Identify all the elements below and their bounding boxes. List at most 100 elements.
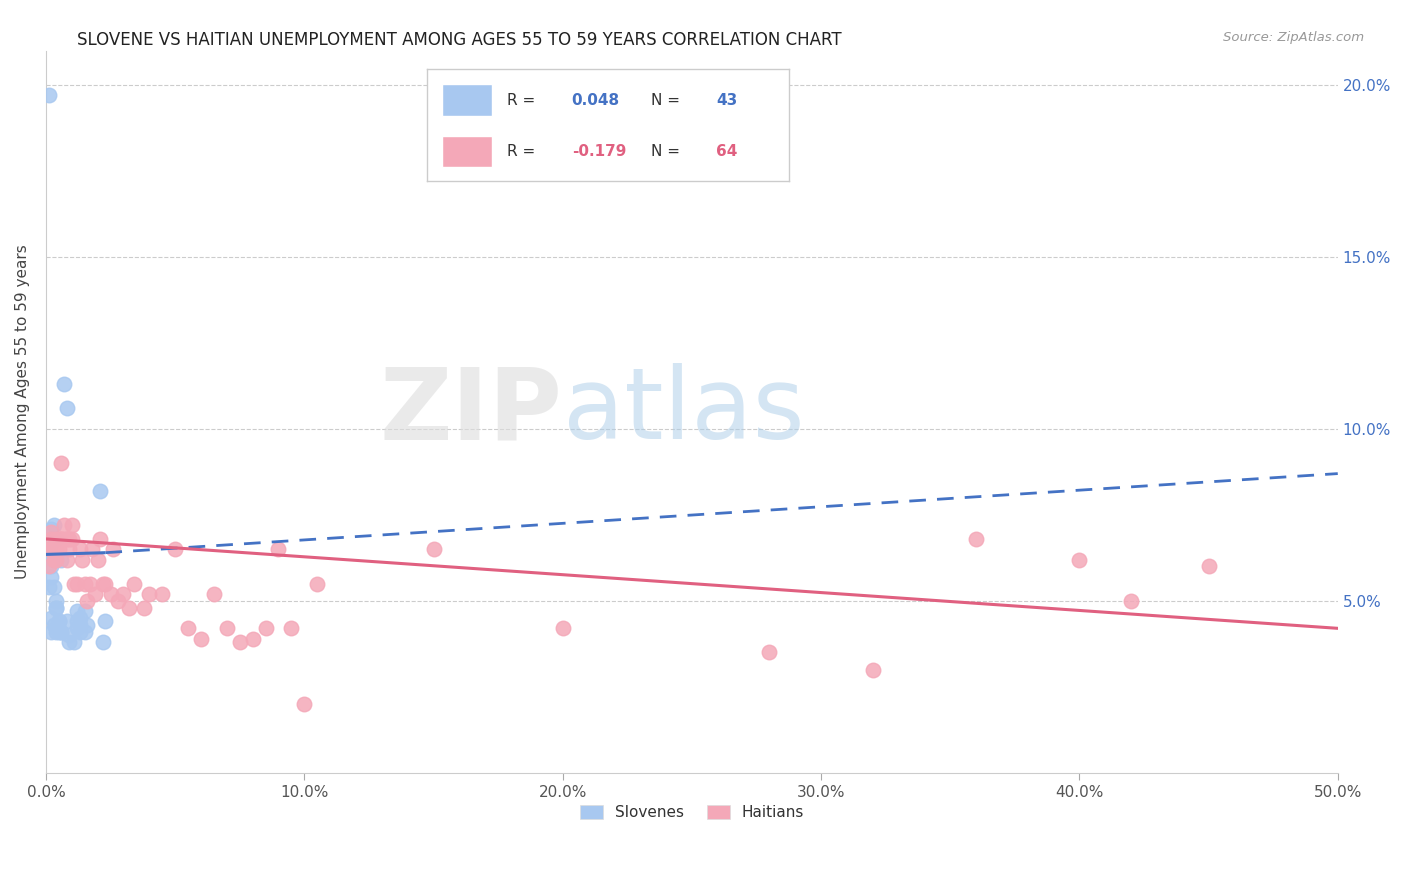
Point xyxy=(1119,594,1142,608)
Point xyxy=(94,615,117,629)
Point xyxy=(91,576,114,591)
Point xyxy=(38,542,60,557)
Point xyxy=(39,624,62,639)
Point xyxy=(45,621,67,635)
Point xyxy=(51,532,73,546)
Point xyxy=(53,518,76,533)
Point xyxy=(69,624,91,639)
Point xyxy=(422,542,444,557)
Point xyxy=(862,663,884,677)
Point xyxy=(82,542,104,557)
Point xyxy=(45,600,67,615)
Point xyxy=(45,532,67,546)
Point xyxy=(66,621,89,635)
Point xyxy=(73,576,96,591)
Point xyxy=(73,624,96,639)
Point xyxy=(58,532,80,546)
Point xyxy=(38,88,60,103)
Point xyxy=(965,532,987,546)
Point xyxy=(51,552,73,566)
Point xyxy=(107,594,129,608)
Point xyxy=(1198,559,1220,574)
Point xyxy=(58,542,80,557)
Point xyxy=(42,552,65,566)
Point xyxy=(39,559,62,574)
Point xyxy=(39,611,62,625)
Point xyxy=(38,580,60,594)
Point xyxy=(55,401,77,416)
Point xyxy=(39,542,62,557)
Point xyxy=(55,615,77,629)
Text: Source: ZipAtlas.com: Source: ZipAtlas.com xyxy=(1223,31,1364,45)
Point xyxy=(76,594,98,608)
Point xyxy=(138,587,160,601)
Point xyxy=(48,542,70,557)
Point xyxy=(38,549,60,563)
Point xyxy=(202,587,225,601)
Point xyxy=(79,576,101,591)
Point xyxy=(69,611,91,625)
Point xyxy=(165,542,187,557)
Point xyxy=(48,624,70,639)
Point xyxy=(215,621,238,635)
Point xyxy=(117,600,139,615)
Point xyxy=(66,576,89,591)
Point xyxy=(60,518,83,533)
Point xyxy=(122,576,145,591)
Point xyxy=(758,645,780,659)
Point xyxy=(307,576,329,591)
Point xyxy=(91,635,114,649)
Point xyxy=(190,632,212,646)
Point xyxy=(229,635,252,649)
Text: ZIP: ZIP xyxy=(380,363,562,460)
Point xyxy=(45,552,67,566)
Point xyxy=(73,604,96,618)
Point xyxy=(42,542,65,557)
Point xyxy=(42,518,65,533)
Point xyxy=(70,552,93,566)
Point xyxy=(51,624,73,639)
Point xyxy=(53,532,76,546)
Point xyxy=(100,587,122,601)
Point xyxy=(76,618,98,632)
Legend: Slovenes, Haitians: Slovenes, Haitians xyxy=(574,799,810,827)
Point xyxy=(69,542,91,557)
Point xyxy=(66,615,89,629)
Point xyxy=(551,621,574,635)
Point xyxy=(55,532,77,546)
Point xyxy=(134,600,156,615)
Point xyxy=(177,621,200,635)
Point xyxy=(45,594,67,608)
Point xyxy=(94,576,117,591)
Point xyxy=(51,456,73,470)
Point xyxy=(45,624,67,639)
Point xyxy=(280,621,302,635)
Point xyxy=(45,542,67,557)
Point xyxy=(254,621,277,635)
Point xyxy=(101,542,124,557)
Point xyxy=(69,618,91,632)
Point xyxy=(267,542,290,557)
Point xyxy=(55,552,77,566)
Point xyxy=(112,587,135,601)
Point xyxy=(1069,552,1091,566)
Point xyxy=(42,580,65,594)
Point xyxy=(150,587,173,601)
Point xyxy=(38,542,60,557)
Point xyxy=(42,618,65,632)
Point xyxy=(48,615,70,629)
Point xyxy=(89,483,111,498)
Point xyxy=(39,570,62,584)
Point xyxy=(63,576,86,591)
Point xyxy=(39,524,62,539)
Point xyxy=(45,600,67,615)
Text: atlas: atlas xyxy=(562,363,804,460)
Text: SLOVENE VS HAITIAN UNEMPLOYMENT AMONG AGES 55 TO 59 YEARS CORRELATION CHART: SLOVENE VS HAITIAN UNEMPLOYMENT AMONG AG… xyxy=(77,31,842,49)
Point xyxy=(60,532,83,546)
Point xyxy=(45,532,67,546)
Point xyxy=(48,532,70,546)
Point xyxy=(53,377,76,392)
Point xyxy=(66,604,89,618)
Point xyxy=(84,587,107,601)
Point xyxy=(51,624,73,639)
